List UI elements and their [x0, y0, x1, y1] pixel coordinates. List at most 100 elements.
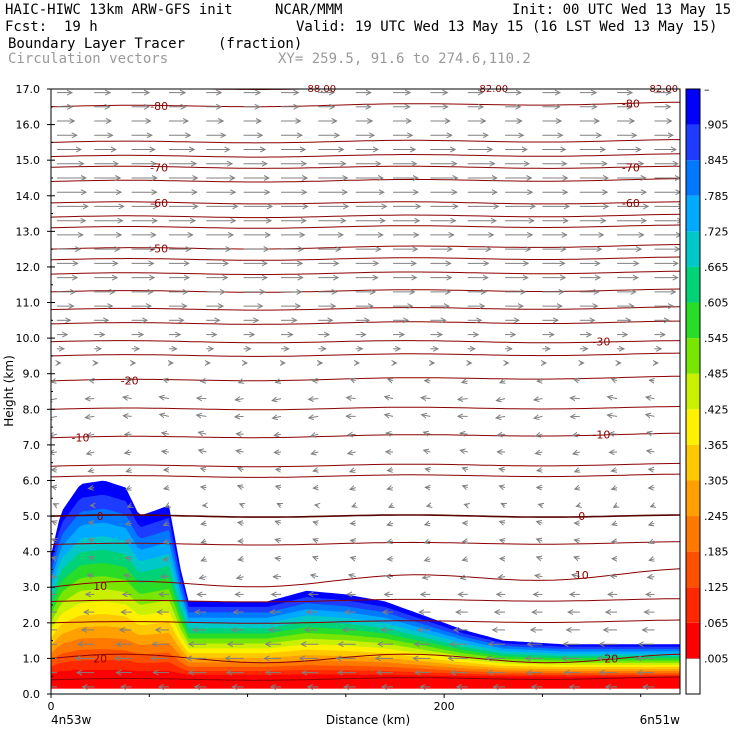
wind-vector — [52, 539, 57, 541]
temperature-contour-line — [51, 541, 680, 546]
wind-vector — [240, 504, 244, 506]
wind-vector — [607, 415, 618, 416]
wind-vector — [537, 521, 543, 523]
wind-vector — [387, 541, 394, 542]
contour-label: -50 — [150, 243, 168, 256]
institution-label: NCAR/MMM — [275, 2, 343, 18]
wind-vector — [88, 470, 95, 472]
wind-vector — [388, 379, 393, 381]
wind-vector — [348, 452, 356, 454]
temperature-contour-line — [51, 473, 680, 478]
wind-vector — [238, 468, 244, 470]
wind-vector — [89, 522, 95, 523]
wind-vector — [164, 541, 169, 543]
wind-vector — [274, 452, 282, 453]
colorbar-label: – — [704, 83, 710, 96]
temperature-contour-line — [51, 462, 680, 468]
wind-vector — [499, 469, 506, 470]
wind-vector — [425, 541, 431, 543]
wind-vector — [386, 576, 394, 577]
temperature-contour-line — [51, 352, 680, 357]
forecast-hour: 19 h — [64, 19, 98, 35]
wind-vector — [273, 416, 282, 418]
wind-vector — [89, 557, 94, 559]
wind-vector — [275, 521, 282, 523]
y-tick-label: 1.0 — [23, 652, 41, 665]
wind-vector — [199, 450, 207, 452]
y-tick-label: 11.0 — [16, 297, 41, 310]
colorbar-swatch — [686, 195, 700, 232]
wind-vector — [235, 399, 244, 400]
y-tick-label: 8.0 — [23, 403, 41, 416]
wind-vector — [608, 397, 618, 399]
wind-vector — [612, 488, 617, 490]
wind-vector — [534, 416, 543, 418]
wind-vector — [612, 379, 618, 381]
y-tick-label: 10.0 — [16, 332, 41, 345]
wind-vector — [350, 488, 356, 490]
wind-vector — [575, 488, 580, 490]
wind-vector — [238, 486, 244, 488]
wind-vector — [126, 470, 131, 472]
wind-vector — [89, 539, 94, 541]
wind-vector — [272, 399, 282, 401]
wind-vector — [164, 488, 169, 489]
colorbar-swatch — [686, 302, 700, 339]
contour-label: 0 — [578, 510, 585, 523]
wind-vector — [235, 416, 244, 417]
wind-vector — [126, 558, 132, 559]
wind-vector — [237, 577, 244, 579]
temperature-contour-line — [51, 213, 680, 219]
wind-vector — [313, 557, 318, 559]
wind-vector — [388, 470, 394, 471]
temperature-contour-line — [51, 244, 680, 250]
wind-vector — [463, 541, 468, 542]
wind-vector — [614, 505, 617, 507]
colorbar-label: .905 — [704, 119, 729, 132]
temperature-contour-line — [51, 153, 680, 158]
y-tick-label: 16.0 — [16, 119, 41, 132]
wind-vector — [277, 504, 281, 506]
wind-vector — [313, 539, 318, 541]
wind-vector — [385, 415, 394, 417]
contour-label: -60 — [622, 197, 640, 210]
wind-vector — [201, 468, 207, 470]
wind-vector — [574, 540, 580, 541]
wind-vector — [89, 380, 94, 381]
wind-vector — [201, 487, 207, 488]
wind-vector — [315, 505, 318, 506]
colorbar-label: .845 — [704, 154, 729, 167]
wind-vector — [88, 575, 95, 577]
temperature-contour-line — [51, 619, 680, 624]
wind-vector — [348, 434, 356, 435]
wind-vector — [162, 433, 170, 435]
wind-vector — [460, 450, 468, 452]
temperature-contour-line — [51, 306, 680, 311]
wind-vector — [424, 450, 431, 452]
y-tick-label: 2.0 — [23, 617, 41, 630]
wind-vector — [425, 559, 431, 561]
colorbar-swatch — [685, 658, 701, 695]
wind-vector — [576, 505, 579, 506]
wind-vector — [51, 434, 58, 436]
colorbar-swatch — [686, 124, 700, 161]
colorbar-swatch — [686, 373, 700, 410]
wind-vector — [498, 577, 506, 578]
temperature-contour-line — [51, 288, 680, 293]
colorbar-swatch — [686, 551, 700, 588]
wind-vector — [496, 399, 506, 401]
circulation-vectors — [51, 93, 680, 687]
x-end-label: 6n51w — [640, 713, 681, 727]
wind-vector — [537, 539, 543, 541]
wind-vector — [385, 397, 394, 399]
y-tick-label: 12.0 — [16, 261, 41, 274]
temperature-contour-line — [51, 406, 680, 411]
colorbar-label: .605 — [704, 297, 729, 310]
y-tick-label: 0.0 — [23, 688, 41, 701]
wind-vector — [51, 399, 57, 401]
colorbar-swatch — [686, 516, 700, 552]
wind-vector — [199, 577, 207, 579]
contour-label: -10 — [72, 432, 90, 445]
wind-vector — [575, 470, 580, 472]
